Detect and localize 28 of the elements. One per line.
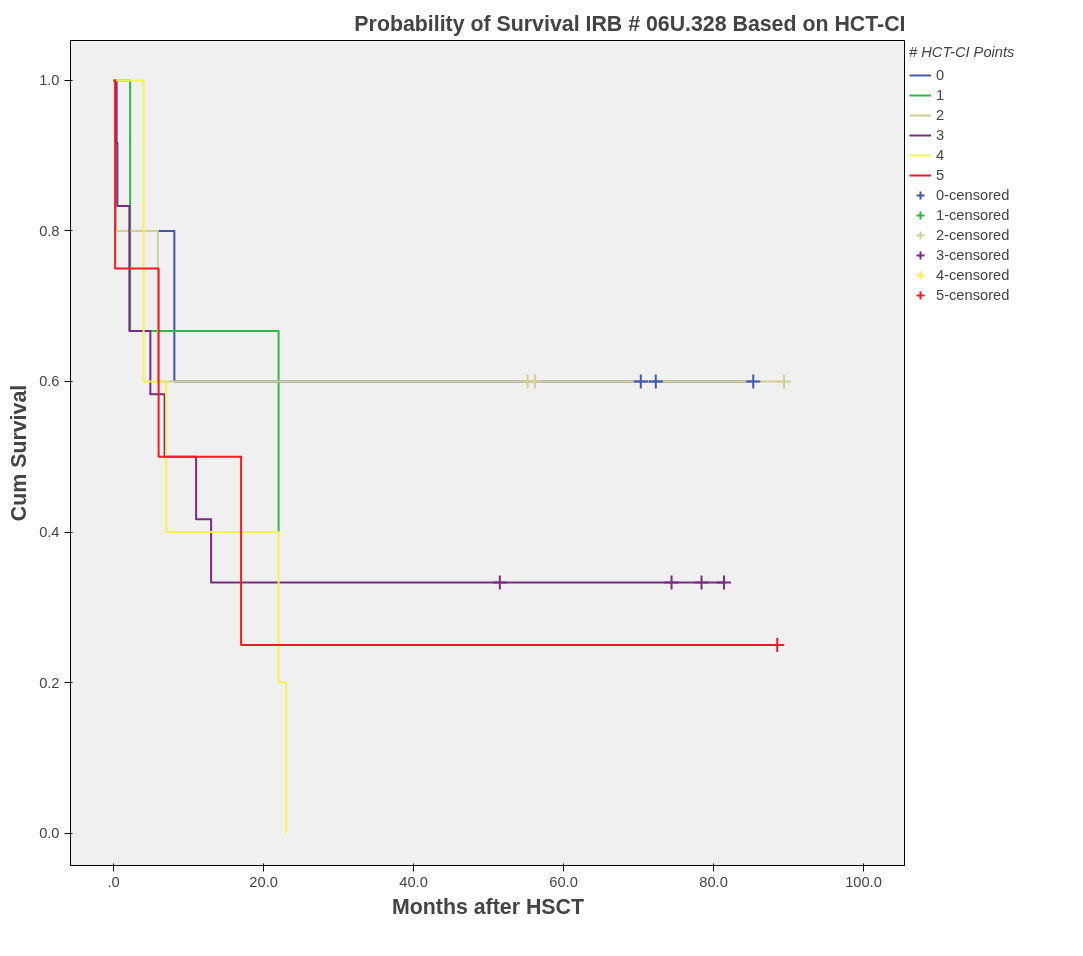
- legend-label: 1-censored: [936, 207, 1010, 223]
- legend-title: # HCT-CI Points: [909, 44, 1015, 60]
- legend-label: 5-censored: [936, 287, 1010, 303]
- legend-label: 0: [936, 67, 946, 83]
- chart-title: Probability of Survival IRB # 06U.328 Based on HCT-CI: [354, 11, 906, 36]
- legend-label: 5: [936, 167, 946, 183]
- x-axis-title: Months after HSCT: [392, 894, 584, 919]
- x-tick-label: .0: [107, 873, 120, 890]
- legend-label: 4: [936, 147, 946, 163]
- legend-label: 1: [936, 87, 946, 103]
- x-tick-label: 20.0: [249, 873, 278, 890]
- legend-label: 2-censored: [936, 227, 1010, 243]
- y-tick-label: 0.2: [39, 674, 60, 691]
- x-tick-label: 100.0: [845, 873, 882, 890]
- y-tick-label: 0.6: [39, 373, 60, 390]
- x-tick-label: 40.0: [399, 873, 428, 890]
- y-tick-label: 0.0: [39, 825, 60, 842]
- x-tick-label: 80.0: [699, 873, 728, 890]
- x-tick-label: 60.0: [549, 873, 578, 890]
- y-tick-label: 0.4: [39, 524, 60, 541]
- legend-label: 3: [936, 127, 946, 143]
- legend-label: 2: [936, 107, 946, 123]
- y-axis-title: Cum Survival: [7, 384, 32, 522]
- legend-label: 4-censored: [936, 267, 1010, 283]
- y-tick-label: 0.8: [39, 222, 60, 239]
- y-tick-label: 1.0: [39, 72, 60, 89]
- legend-label: 3-censored: [936, 247, 1010, 263]
- legend-label: 0-censored: [936, 187, 1010, 203]
